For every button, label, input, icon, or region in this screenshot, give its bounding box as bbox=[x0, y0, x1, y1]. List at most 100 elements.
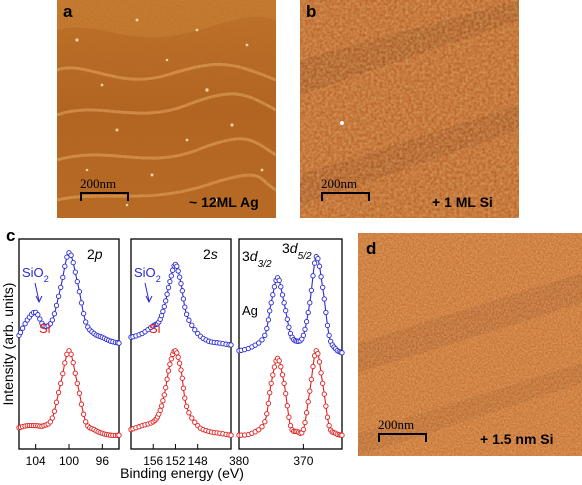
data-point bbox=[318, 274, 324, 280]
data-point bbox=[302, 419, 308, 426]
data-point bbox=[192, 327, 198, 333]
data-point bbox=[283, 307, 289, 314]
series-markers-1-0 bbox=[128, 261, 234, 348]
data-point bbox=[170, 267, 176, 273]
scale-label-a: 200nm bbox=[80, 176, 117, 191]
x-tick-label-2-1: 370 bbox=[293, 454, 313, 468]
data-point bbox=[321, 391, 327, 397]
stm-texture-b bbox=[300, 0, 519, 218]
stm-texture-d bbox=[358, 233, 582, 456]
caption-a: ~ 12ML Ag bbox=[189, 194, 259, 210]
data-point bbox=[174, 350, 180, 356]
data-point bbox=[264, 411, 270, 417]
series-label-sio2-0: SiO2 bbox=[22, 265, 49, 284]
data-point bbox=[186, 410, 192, 416]
data-point bbox=[180, 385, 187, 391]
data-point bbox=[320, 380, 326, 387]
data-point bbox=[308, 287, 315, 294]
data-point bbox=[76, 288, 83, 295]
data-point bbox=[178, 367, 184, 373]
stm-image-d: d 200nm + 1.5 nm Si bbox=[358, 233, 582, 456]
data-point bbox=[60, 370, 66, 377]
data-point bbox=[37, 316, 43, 322]
data-point bbox=[307, 388, 313, 394]
data-point bbox=[315, 350, 321, 357]
data-point bbox=[175, 268, 181, 274]
data-point bbox=[116, 432, 122, 438]
data-point bbox=[192, 419, 198, 425]
data-point bbox=[64, 254, 70, 260]
data-point bbox=[78, 300, 85, 306]
data-point bbox=[68, 351, 74, 357]
data-point bbox=[307, 300, 313, 306]
peak-label-3d52: 3d5/2 bbox=[282, 240, 312, 262]
data-point bbox=[35, 312, 41, 318]
data-point bbox=[22, 321, 28, 327]
data-point bbox=[267, 308, 273, 314]
data-point bbox=[303, 318, 310, 325]
data-point bbox=[17, 329, 24, 336]
data-point bbox=[78, 401, 85, 407]
data-point bbox=[163, 384, 169, 391]
data-point bbox=[58, 284, 64, 291]
scale-bar-a bbox=[80, 192, 129, 201]
data-point bbox=[324, 322, 331, 329]
data-point bbox=[323, 309, 329, 316]
data-point bbox=[302, 326, 308, 333]
data-point bbox=[262, 419, 268, 425]
data-point bbox=[83, 419, 89, 425]
data-point bbox=[51, 408, 58, 414]
data-point bbox=[49, 415, 55, 421]
data-point bbox=[284, 403, 290, 409]
data-point bbox=[265, 317, 272, 323]
stm-texture-a bbox=[57, 0, 276, 218]
data-point bbox=[339, 350, 345, 356]
data-point bbox=[165, 284, 172, 291]
data-point bbox=[72, 269, 78, 275]
data-point bbox=[256, 427, 262, 433]
data-point bbox=[324, 414, 331, 420]
data-point bbox=[310, 273, 316, 279]
data-point bbox=[176, 360, 183, 366]
data-point bbox=[53, 399, 60, 405]
x-tick-label-0-1: 100 bbox=[59, 454, 79, 468]
data-point bbox=[158, 312, 165, 319]
data-point bbox=[300, 426, 307, 433]
series-markers-2-1 bbox=[236, 348, 345, 438]
data-point bbox=[286, 324, 292, 330]
series-label-si-0: Si bbox=[39, 321, 51, 336]
data-point bbox=[189, 415, 195, 421]
data-point bbox=[271, 364, 278, 370]
data-point bbox=[164, 291, 170, 297]
data-point bbox=[116, 340, 122, 346]
data-point bbox=[267, 390, 273, 396]
data-point bbox=[183, 403, 190, 410]
x-axis-label: Binding energy (eV) bbox=[120, 465, 244, 481]
panel-letter-a: a bbox=[63, 2, 73, 21]
data-point bbox=[259, 424, 265, 430]
data-point bbox=[339, 432, 345, 438]
data-point bbox=[326, 332, 332, 339]
data-point bbox=[265, 400, 272, 407]
data-point bbox=[165, 368, 172, 374]
data-point bbox=[163, 298, 169, 304]
data-point bbox=[167, 278, 173, 285]
subplot-frame-2 bbox=[238, 238, 343, 450]
data-point bbox=[58, 380, 64, 387]
data-point bbox=[268, 380, 274, 387]
x-tick-label-1-0: 156 bbox=[143, 454, 163, 468]
arrowhead-sio2-0 bbox=[35, 295, 43, 304]
data-point bbox=[264, 325, 270, 332]
data-point bbox=[168, 356, 174, 362]
series-label-sio2-1: SiO2 bbox=[134, 265, 161, 284]
data-point bbox=[305, 399, 311, 405]
data-point bbox=[287, 422, 294, 429]
data-point bbox=[178, 280, 184, 287]
caption-b: + 1 ML Si bbox=[432, 194, 493, 210]
data-point bbox=[180, 296, 187, 302]
orbital-label-0: 2p bbox=[87, 246, 103, 262]
data-point bbox=[160, 398, 166, 404]
data-point bbox=[270, 292, 276, 298]
data-point bbox=[279, 372, 286, 378]
data-point bbox=[60, 274, 66, 281]
